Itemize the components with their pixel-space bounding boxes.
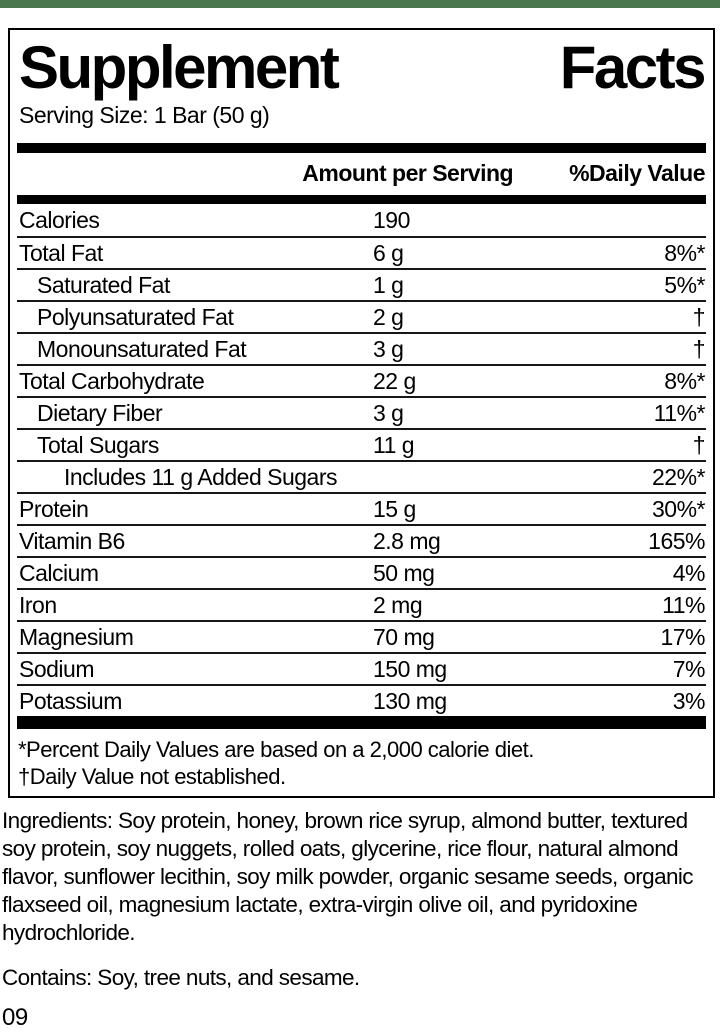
nutrient-name: Sodium [19,655,94,682]
column-headers: Amount per Serving %Daily Value [17,153,706,195]
panel-title-word-supplement: Supplement [19,34,340,101]
column-header-daily-value: %Daily Value [569,160,705,186]
nutrient-amount: 11 g [373,431,415,458]
separator-bar-bottom [17,716,706,729]
nutrient-row: Calories 190 [17,204,706,236]
nutrient-amount: 3 g [373,399,404,426]
nutrient-amount: 6 g [373,239,404,266]
nutrient-amount: 22 g [373,367,416,394]
nutrient-values: 3 g † [373,336,706,363]
serving-size: Serving Size: 1 Bar (50 g) [19,102,270,128]
nutrient-values: 15 g 30%* [373,496,706,523]
nutrient-values: 190 [373,207,706,234]
ingredients-text: Ingredients: Soy protein, honey, brown r… [2,808,694,945]
nutrient-amount: 50 mg [373,559,435,586]
nutrient-row: Iron 2 mg 11% [17,588,706,620]
nutrient-values: 6 g 8%* [373,240,706,267]
nutrient-name: Total Carbohydrate [19,367,205,394]
nutrient-values: 2 mg 11% [373,592,706,619]
nutrient-row: Sodium 150 mg 7% [17,652,706,684]
nutrient-name: Potassium [19,687,122,714]
nutrient-daily-value: † [692,335,706,362]
nutrient-amount: 2 g [373,303,404,330]
nutrient-row: Monounsaturated Fat 3 g † [17,332,706,364]
nutrient-row: Total Carbohydrate 22 g 8%* [17,364,706,396]
nutrient-name: Includes 11 g Added Sugars [64,463,338,490]
nutrient-row: Protein 15 g 30%* [17,492,706,524]
panel-title-word-facts: Facts [559,34,707,101]
nutrient-daily-value: 11%* [653,399,706,426]
panel-title: Supplement Facts [17,34,707,101]
separator-bar-mid [17,195,706,204]
nutrient-daily-value: † [692,303,706,330]
nutrient-name: Saturated Fat [37,271,170,298]
separator-bar-top [17,143,706,153]
nutrient-name: Iron [19,591,57,618]
nutrient-row: Total Sugars 11 g † [17,428,706,460]
nutrient-values: 2.8 mg 165% [373,528,706,555]
nutrient-amount: 70 mg [373,623,435,650]
nutrient-amount: 3 g [373,335,404,362]
nutrient-name: Dietary Fiber [37,399,163,426]
nutrient-amount: 190 [373,206,410,233]
nutrient-name: Calories [19,206,100,233]
nutrient-name: Monounsaturated Fat [37,335,247,362]
nutrient-row: Dietary Fiber 3 g 11%* [17,396,706,428]
nutrient-name: Polyunsaturated Fat [37,303,234,330]
nutrient-row: Calcium 50 mg 4% [17,556,706,588]
nutrient-amount: 2.8 mg [373,527,441,554]
nutrient-row: Magnesium 70 mg 17% [17,620,706,652]
footnote-daily-values: *Percent Daily Values are based on a 2,0… [18,737,534,762]
column-header-amount: Amount per Serving [302,160,514,186]
nutrient-row: Includes 11 g Added Sugars 22%* [17,460,706,492]
nutrient-name: Total Fat [19,239,103,266]
nutrient-daily-value: 8%* [664,239,705,266]
nutrient-daily-value: 5%* [664,271,705,298]
footnote-dagger: †Daily Value not established. [18,764,286,789]
nutrient-values: 2 g † [373,304,706,331]
nutrient-row: Total Fat 6 g 8%* [17,236,706,268]
nutrient-daily-value: 11% [662,591,705,618]
nutrient-rows: Calories 190 Total Fat 6 g 8%* Saturated Fat 1… [17,204,706,716]
nutrient-name: Magnesium [19,623,134,650]
nutrient-daily-value: 8%* [664,367,705,394]
nutrient-name: Vitamin B6 [19,527,125,554]
nutrient-amount: 130 mg [373,687,447,714]
nutrient-values: 22%* [373,464,706,491]
footer-code: 09 [2,1004,28,1031]
nutrient-row: Saturated Fat 1 g 5%* [17,268,706,300]
nutrient-values: 150 mg 7% [373,656,706,683]
footnotes: *Percent Daily Values are based on a 2,0… [17,729,706,790]
header-strip [0,0,720,8]
nutrient-daily-value: 22%* [652,463,705,490]
nutrient-amount: 150 mg [373,655,447,682]
nutrient-values: 70 mg 17% [373,624,706,651]
nutrient-daily-value: 3% [672,687,706,714]
nutrient-daily-value: 4% [672,559,706,586]
nutrient-amount: 15 g [373,495,416,522]
nutrient-name: Protein [19,495,89,522]
nutrient-daily-value: 165% [648,527,705,554]
nutrient-values: 50 mg 4% [373,560,706,587]
nutrient-daily-value: 17% [660,623,705,650]
nutrient-amount: 2 mg [373,591,423,618]
nutrient-name: Calcium [19,559,99,586]
nutrient-values: 1 g 5%* [373,272,706,299]
nutrient-row: Potassium 130 mg 3% [17,684,706,716]
nutrient-values: 130 mg 3% [373,688,706,715]
nutrient-name: Total Sugars [37,431,159,458]
nutrient-daily-value: 7% [672,655,706,682]
nutrient-values: 3 g 11%* [373,400,706,427]
nutrient-amount: 1 g [373,271,404,298]
nutrient-daily-value: † [692,431,706,458]
contains-text: Contains: Soy, tree nuts, and sesame. [2,965,360,990]
nutrient-values: 22 g 8%* [373,368,706,395]
supplement-facts-panel: Supplement Facts Serving Size: 1 Bar (50… [8,28,715,798]
nutrient-daily-value: 30%* [652,495,705,522]
nutrient-values: 11 g † [373,432,706,459]
nutrient-row: Polyunsaturated Fat 2 g † [17,300,706,332]
nutrient-row: Vitamin B6 2.8 mg 165% [17,524,706,556]
